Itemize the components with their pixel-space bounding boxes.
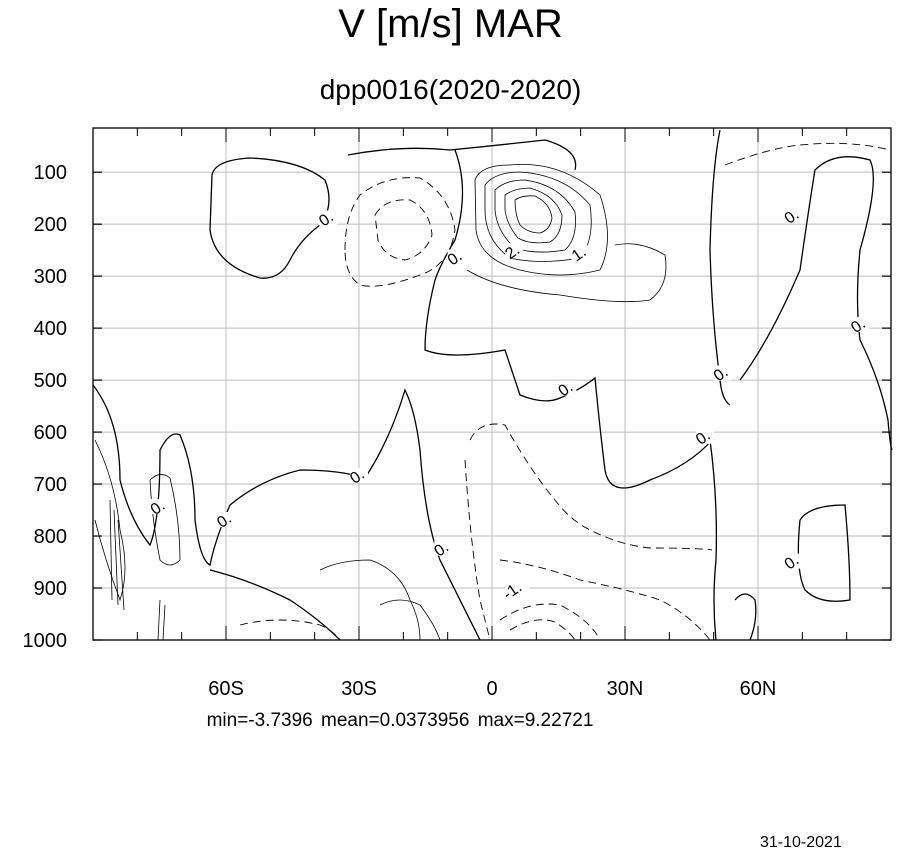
contour-label-layer: 0. 0. 2. 1. 0. 0. 0. 0. 0. 0. 0. 0. 0. -1. 0. <box>148 206 869 603</box>
zero-contour <box>709 129 731 406</box>
y-tick-label: 500 <box>34 370 67 392</box>
y-tick-label: 400 <box>34 318 67 340</box>
contour-label-bg <box>217 512 235 528</box>
chart-subtitle: dpp0016(2020-2020) <box>319 74 582 105</box>
contour-label-bg <box>850 317 869 333</box>
x-tick-label: 30S <box>341 678 377 700</box>
negative-contour <box>724 142 891 166</box>
contour-label: 2. <box>502 241 524 263</box>
y-tick-label: 600 <box>34 422 67 444</box>
positive-contour <box>94 439 126 602</box>
positive-contour <box>484 171 592 262</box>
contour-label: 0. <box>347 466 368 488</box>
contour-label: 0. <box>693 427 714 449</box>
contour-label: 0. <box>556 379 577 400</box>
zero-contour <box>797 504 851 602</box>
contour-label: -1. <box>500 579 530 603</box>
x-tick-label: 60N <box>740 678 777 700</box>
negative-contour <box>239 619 341 641</box>
contour-label-bg <box>150 499 169 515</box>
contour-label-bg <box>350 467 368 483</box>
negative-contour <box>499 603 601 641</box>
contour-label-bg <box>695 428 714 444</box>
contour-label: 0. <box>214 510 235 532</box>
y-tick-label: 100 <box>34 162 67 184</box>
positive-contour <box>319 559 421 641</box>
zero-contour <box>734 593 757 641</box>
y-tick-label: 900 <box>34 578 67 600</box>
positive-contour <box>504 187 563 244</box>
x-tick-label: 0 <box>486 678 497 700</box>
negative-contour <box>374 199 433 261</box>
contour-label-bg <box>558 380 577 396</box>
zero-contour <box>92 384 481 641</box>
chart-title: V [m/s] MAR <box>338 2 563 46</box>
y-tick-label: 1000 <box>23 630 68 652</box>
contour-label: 0. <box>445 248 466 269</box>
x-tick-label: 60S <box>208 678 244 700</box>
zero-contour <box>709 439 718 641</box>
negative-contour <box>464 459 491 641</box>
contour-label: 0. <box>148 497 169 519</box>
y-tick-label: 700 <box>34 474 67 496</box>
zero-contour <box>739 156 893 451</box>
contour-lines <box>92 129 893 641</box>
negative-contour <box>509 619 576 641</box>
zero-contour <box>347 139 713 489</box>
contour-label: 0. <box>711 364 732 385</box>
positive-contour <box>109 499 166 641</box>
contour-label-bg <box>447 249 466 265</box>
contour-label-bg <box>318 210 337 226</box>
negative-contour <box>499 559 711 641</box>
positive-contour <box>379 599 441 641</box>
contour-label: 0. <box>782 552 803 573</box>
positive-contour <box>494 179 576 253</box>
date-stamp: 31-10-2021 <box>760 834 842 851</box>
contour-label: 1. <box>569 244 590 265</box>
contour-label-bg <box>434 540 453 556</box>
y-tick-label: 200 <box>34 214 67 236</box>
y-tick-label: 800 <box>34 526 67 548</box>
contour-label-bg <box>505 243 524 259</box>
stats-summary: min=-3.7396 mean=0.0373956 max=9.22721 <box>206 710 594 731</box>
positive-contour <box>474 164 608 276</box>
contour-label-bg <box>784 207 803 223</box>
grid-lines <box>93 128 891 641</box>
contour-label-bg <box>713 365 732 381</box>
zero-contour <box>209 157 330 279</box>
contour-label: 0. <box>431 539 453 560</box>
y-tick-label: 300 <box>34 266 67 288</box>
negative-contour <box>469 423 713 551</box>
axes: 100 200 300 400 500 600 700 800 900 1000 60S 30S 0 30… <box>23 127 892 700</box>
positive-contour <box>466 243 667 303</box>
zero-contour <box>209 569 341 641</box>
x-tick-label: 30N <box>607 678 644 700</box>
contour-label-bg <box>505 582 530 598</box>
contour-label-bg <box>571 245 590 261</box>
contour-label: 0. <box>782 206 803 228</box>
contour-label-bg <box>784 553 803 569</box>
negative-contour <box>344 177 456 287</box>
positive-contour <box>149 474 181 566</box>
contour-label: 0. <box>848 315 869 337</box>
positive-contour <box>514 195 553 234</box>
contour-label: 0. <box>316 209 337 230</box>
